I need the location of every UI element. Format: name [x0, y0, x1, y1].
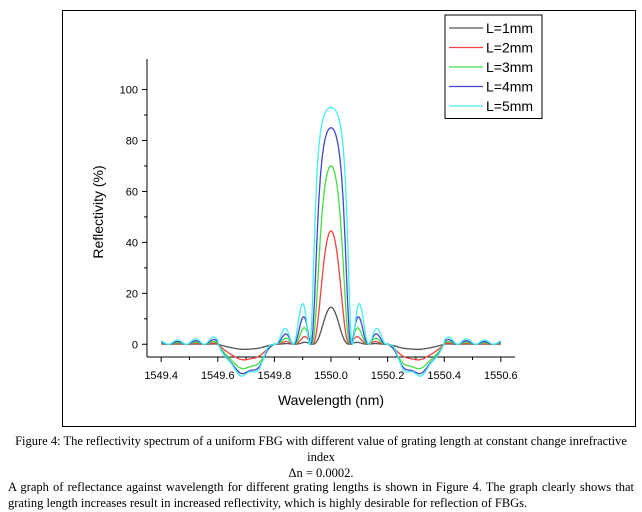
x-tick-label: 1550.2 — [371, 370, 405, 382]
x-axis-title: Wavelength (nm) — [278, 392, 384, 408]
axes — [142, 59, 515, 362]
chart-frame: 1549.4 1549.6 1549.8 1550.0 1550.2 1550.4 1550… — [62, 10, 636, 427]
y-tick-label: 100 — [120, 85, 138, 97]
x-tick-label: 1550.6 — [484, 370, 518, 382]
legend: L=1mm L=2mm L=3mm L=4mm L=5mm — [444, 14, 543, 119]
caption-line-2: Δn = 0.0002. — [288, 466, 354, 480]
legend-label: L=3mm — [486, 59, 533, 75]
y-tick-label: 0 — [132, 339, 138, 351]
legend-label: L=5mm — [486, 98, 533, 114]
series-line-L=3mm — [161, 165, 501, 370]
x-tick-label: 1549.6 — [201, 370, 235, 382]
y-tick-label: 80 — [126, 136, 138, 148]
x-tick-label: 1549.8 — [258, 370, 292, 382]
x-tick-label: 1550.4 — [427, 370, 461, 382]
y-tick-label: 60 — [126, 186, 138, 198]
body-paragraph: A graph of reflectance against wavelengt… — [8, 480, 634, 510]
reflectivity-chart: 1549.4 1549.6 1549.8 1550.0 1550.2 1550.4 1550… — [90, 14, 543, 408]
x-tick-label: 1549.4 — [144, 370, 178, 382]
y-tick-label: 20 — [126, 288, 138, 300]
y-axis-title: Reflectivity (%) — [90, 165, 106, 258]
legend-label: L=2mm — [486, 40, 533, 56]
legend-label: L=1mm — [486, 20, 533, 36]
tick-labels: 1549.4 1549.6 1549.8 1550.0 1550.2 1550.4 1550… — [120, 85, 518, 382]
legend-label: L=4mm — [486, 79, 533, 95]
curves — [160, 106, 502, 377]
caption-line-1: Figure 4: The reflectivity spectrum of a… — [15, 434, 627, 464]
x-tick-label: 1550.0 — [314, 370, 348, 382]
figure-caption: Figure 4: The reflectivity spectrum of a… — [0, 433, 642, 481]
series-line-L=5mm — [160, 106, 502, 377]
y-tick-label: 40 — [126, 237, 138, 249]
